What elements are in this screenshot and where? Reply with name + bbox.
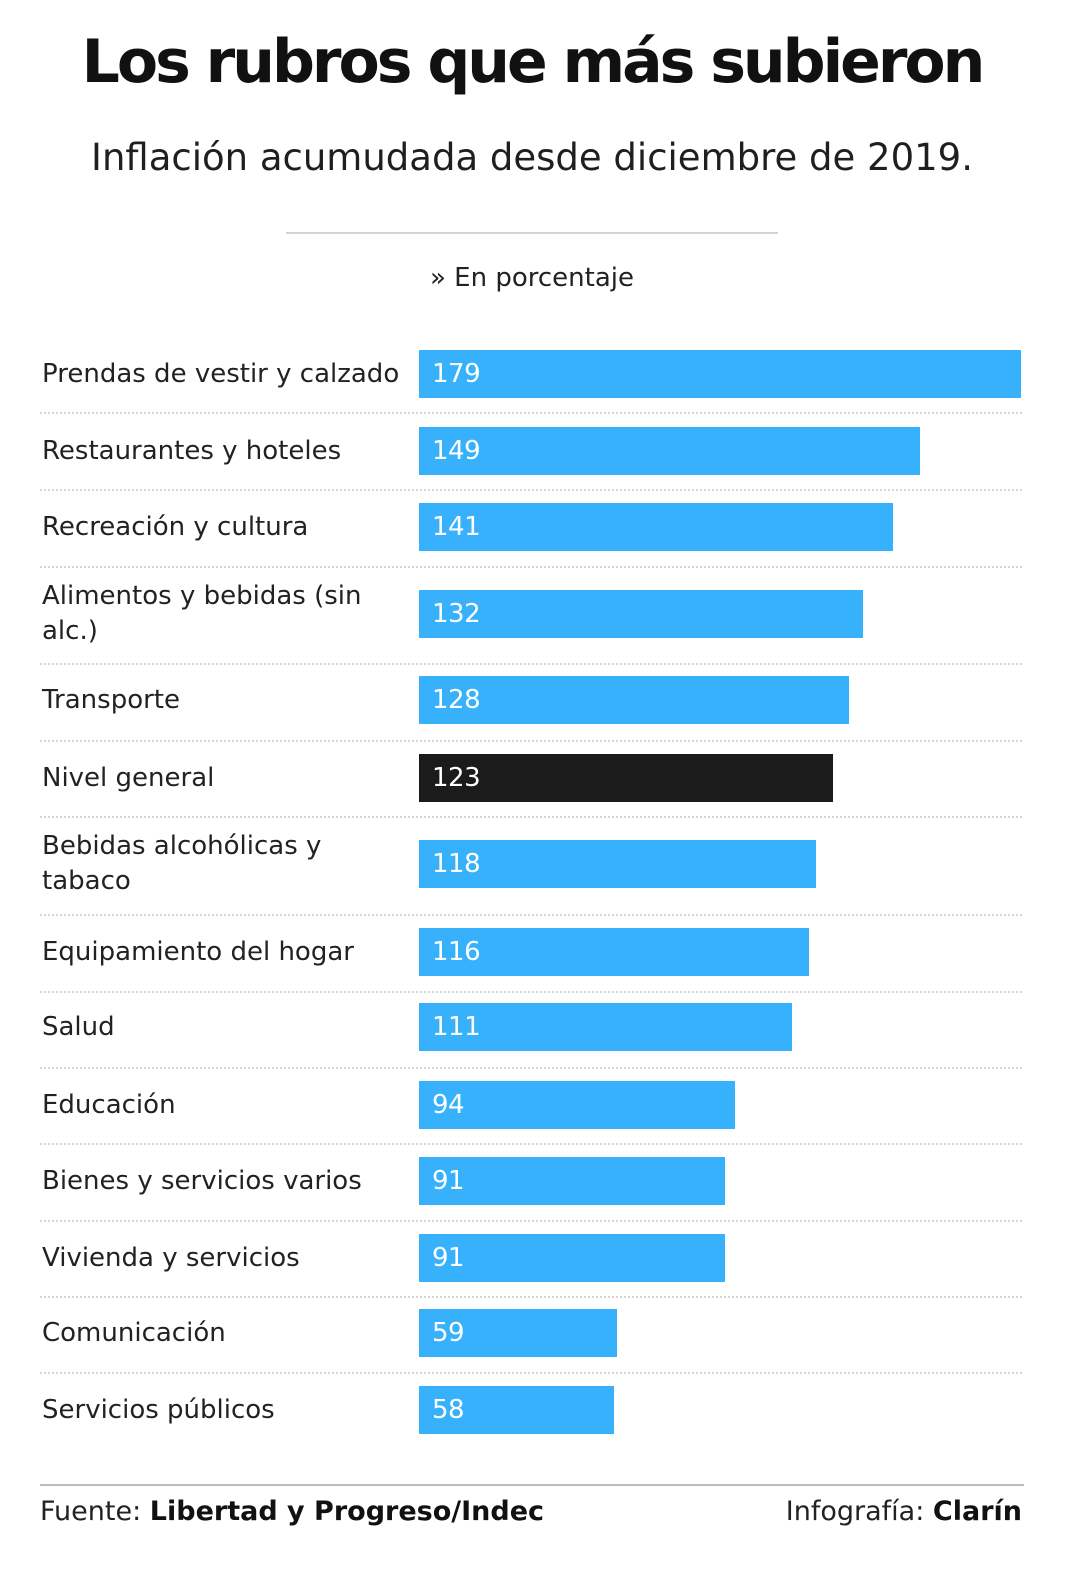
row-separator <box>40 740 1022 742</box>
bar-value-label: 128 <box>432 685 481 715</box>
bar: 116 <box>419 928 809 976</box>
bar: 128 <box>419 676 849 724</box>
category-label: Nivel general <box>42 762 215 793</box>
bar-value-label: 91 <box>432 1243 465 1273</box>
header-divider <box>286 232 778 234</box>
bar-value-label: 123 <box>432 763 481 793</box>
row-separator <box>40 1372 1022 1374</box>
source-credit: Fuente: Libertad y Progreso/Indec <box>40 1494 544 1530</box>
bar: 118 <box>419 840 816 888</box>
bar-value-label: 118 <box>432 849 481 879</box>
bar-value-label: 111 <box>432 1012 481 1042</box>
category-label: Recreación y cultura <box>42 511 309 542</box>
category-label: Alimentos y bebidas (sin alc.) <box>42 581 362 646</box>
bar: 91 <box>419 1157 725 1205</box>
footer-divider <box>40 1484 1024 1486</box>
unit-note: » En porcentaje <box>430 263 634 293</box>
category-label: Bienes y servicios varios <box>42 1165 362 1196</box>
bar: 149 <box>419 427 920 475</box>
row-separator <box>40 1296 1022 1298</box>
chart-subtitle: Inflación acumudada desde diciembre de 2… <box>91 136 973 179</box>
credit-value: Clarín <box>932 1496 1022 1527</box>
infographic-credit: Infografía: Clarín <box>786 1494 1022 1530</box>
category-label: Bebidas alcohólicas y tabaco <box>42 831 322 896</box>
row-separator <box>40 1220 1022 1222</box>
bar: 111 <box>419 1003 792 1051</box>
bar-value-label: 141 <box>432 512 481 542</box>
bar: 91 <box>419 1234 725 1282</box>
bar: 94 <box>419 1081 735 1129</box>
category-label: Prendas de vestir y calzado <box>42 358 400 389</box>
category-label: Restaurantes y hoteles <box>42 435 342 466</box>
category-label: Educación <box>42 1089 176 1120</box>
bar: 179 <box>419 350 1021 398</box>
source-value: Libertad y Progreso/Indec <box>149 1496 545 1527</box>
bar-value-label: 94 <box>432 1090 465 1120</box>
category-label: Comunicación <box>42 1317 226 1348</box>
category-label: Servicios públicos <box>42 1394 275 1425</box>
category-label: Salud <box>42 1011 115 1042</box>
bar-value-label: 116 <box>432 937 481 967</box>
credit-label: Infografía: <box>785 1496 925 1527</box>
bar-value-label: 91 <box>432 1166 465 1196</box>
category-label: Equipamiento del hogar <box>42 936 354 967</box>
row-separator <box>40 663 1022 665</box>
row-separator <box>40 1143 1022 1145</box>
row-separator <box>40 816 1022 818</box>
bar-value-label: 59 <box>432 1318 465 1348</box>
row-separator <box>40 412 1022 414</box>
source-label: Fuente: <box>40 1496 142 1527</box>
row-separator <box>40 914 1022 916</box>
bar-value-label: 179 <box>432 359 481 389</box>
category-label: Vivienda y servicios <box>42 1242 300 1273</box>
bar: 59 <box>419 1309 617 1357</box>
row-separator <box>40 566 1022 568</box>
bar: 123 <box>419 754 833 802</box>
row-separator <box>40 991 1022 993</box>
bar-value-label: 58 <box>432 1395 465 1425</box>
bar: 58 <box>419 1386 614 1434</box>
bar-value-label: 132 <box>432 599 481 629</box>
row-separator <box>40 1067 1022 1069</box>
bar-value-label: 149 <box>432 436 481 466</box>
bar: 132 <box>419 590 863 638</box>
row-separator <box>40 489 1022 491</box>
bar: 141 <box>419 503 893 551</box>
chart-title: Los rubros que más subieron <box>81 27 986 97</box>
category-label: Transporte <box>42 684 180 715</box>
